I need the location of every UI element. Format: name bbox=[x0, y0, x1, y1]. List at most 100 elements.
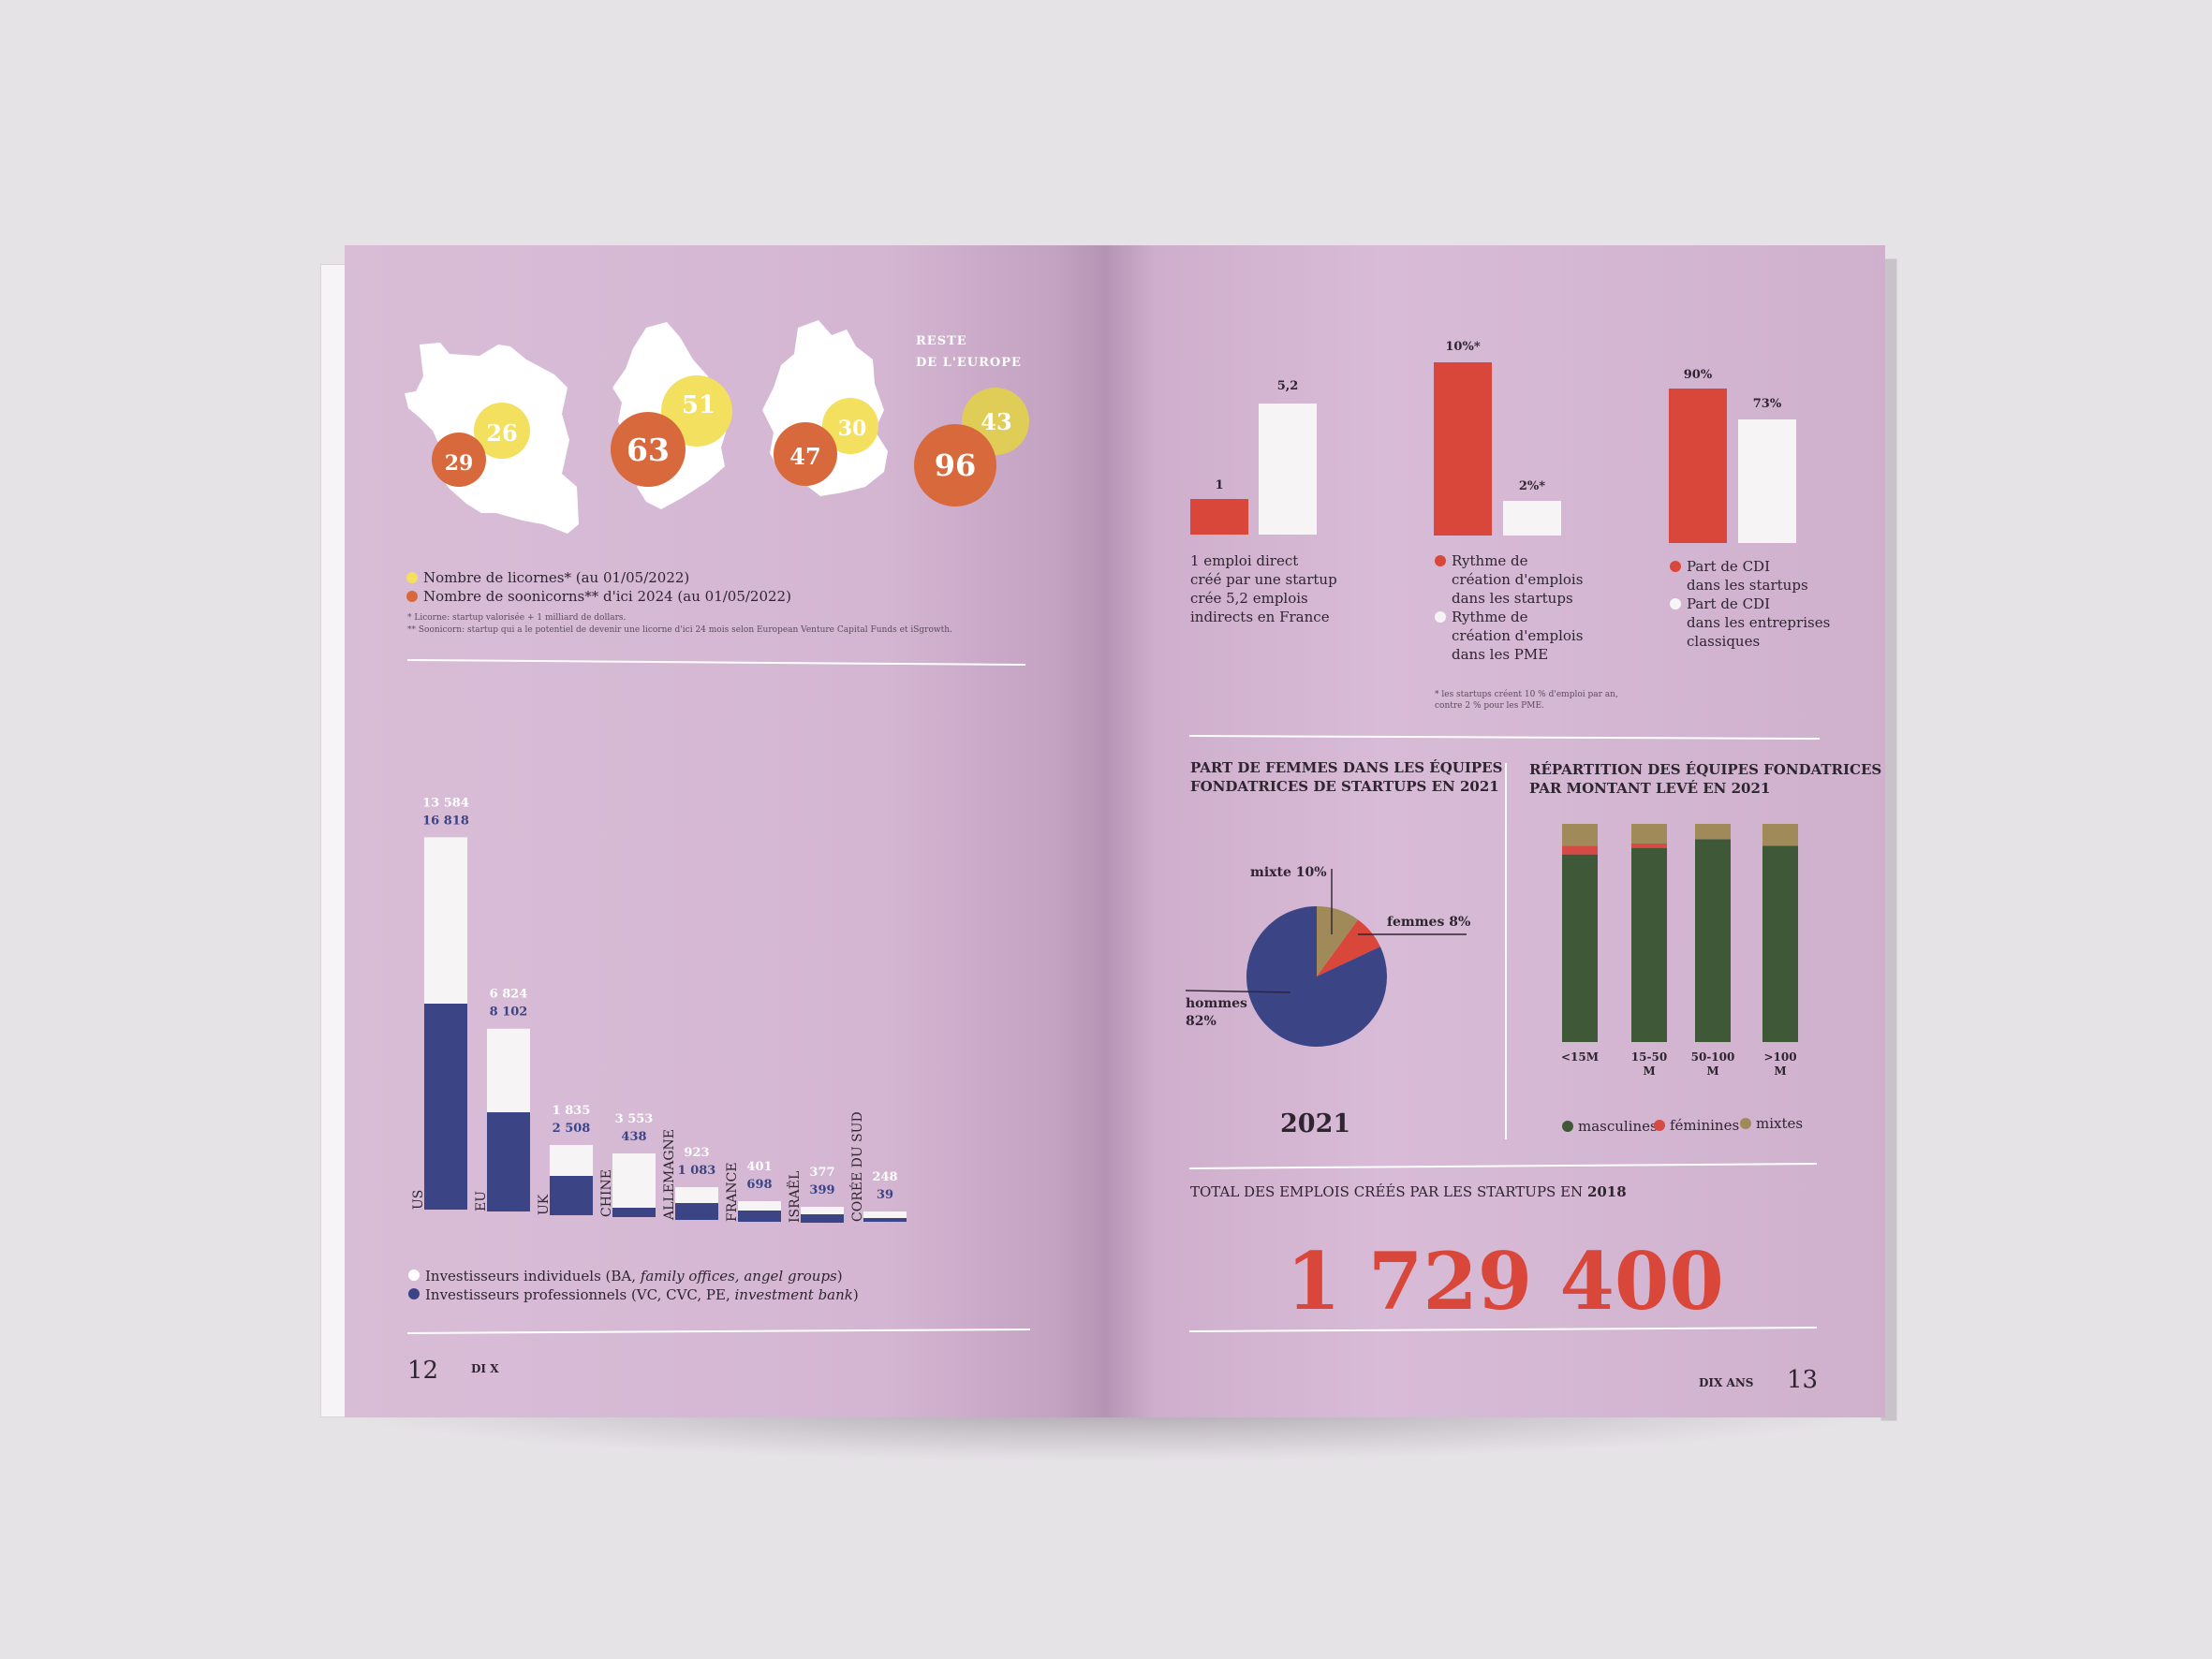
unicorn-bubble-germany bbox=[822, 398, 878, 454]
rhythm-bar-startups bbox=[1434, 362, 1492, 536]
value-label-professional-3: 438 bbox=[621, 1130, 646, 1144]
value-label-individual-3: 3 553 bbox=[615, 1112, 654, 1126]
divider-left-2 bbox=[406, 1329, 1031, 1334]
pie-slice-mixte bbox=[1317, 906, 1359, 976]
teams-bar-mixtes-2 bbox=[1695, 824, 1731, 840]
legend-professional-prefix: Investisseurs professionnels (VC, CVC, P… bbox=[425, 1286, 734, 1303]
category-label-6: ISRAËL bbox=[786, 1171, 803, 1223]
legend-professional-italic: investment bank bbox=[734, 1286, 852, 1303]
jobs-bar-direct bbox=[1190, 499, 1248, 535]
bar-individual-7 bbox=[863, 1211, 907, 1218]
legend-dot-unicorns bbox=[406, 572, 418, 583]
soonicorn-count-germany: 47 bbox=[789, 443, 820, 470]
teams-bar-mixtes-1 bbox=[1631, 824, 1667, 844]
women-pie-title-1: PART DE FEMMES DANS LES ÉQUIPES bbox=[1190, 759, 1502, 776]
unicorn-count-france: 26 bbox=[486, 419, 517, 447]
value-label-professional-1: 8 102 bbox=[490, 1006, 528, 1020]
rhythm-legend-white-line-1: Rythme de bbox=[1452, 609, 1528, 625]
teams-legend-dot-mix bbox=[1740, 1118, 1751, 1129]
map-bubbles: 26 29 51 63 30 47 43 96 bbox=[432, 375, 1029, 507]
teams-tick-line: M bbox=[1643, 1064, 1655, 1078]
category-label-1: EU bbox=[474, 1191, 489, 1211]
jobs-caption-line-4: indirects en France bbox=[1190, 609, 1330, 625]
cdi-legend-white: Part de CDI dans les entreprises classiq… bbox=[1687, 595, 1835, 650]
teams-bar-masculines-0 bbox=[1562, 854, 1598, 1042]
jobs-caption-line-2: créé par une startup bbox=[1190, 571, 1337, 588]
cdi-chart: 90% 73% Part de CDI dans les startups Pa… bbox=[1669, 368, 1835, 650]
cdi-legend-red-line-1: Part de CDI bbox=[1687, 558, 1770, 575]
bar-individual-3 bbox=[612, 1153, 656, 1208]
total-value: 1 729 400 bbox=[1286, 1235, 1724, 1328]
rhythm-legend-dot-red bbox=[1435, 555, 1446, 566]
pie-year: 2021 bbox=[1280, 1109, 1350, 1138]
legend-professional: Investisseurs professionnels (VC, CVC, P… bbox=[425, 1286, 859, 1303]
jobs-caption-line-3: crée 5,2 emplois bbox=[1190, 590, 1308, 607]
rhythm-legend-red: Rythme de création d'emplois dans les st… bbox=[1452, 552, 1587, 607]
teams-tick-line: <15M bbox=[1561, 1050, 1599, 1064]
category-label-2: UK bbox=[537, 1194, 552, 1215]
bubble-uk: 51 63 bbox=[611, 375, 732, 487]
rhythm-legend-dot-white bbox=[1435, 611, 1446, 623]
legend-individual-italic: family offices, angel groups bbox=[640, 1268, 837, 1285]
rhythm-value-startups: 10%* bbox=[1445, 340, 1480, 354]
divider-right-1 bbox=[1188, 735, 1821, 740]
teams-tick-line: >100 bbox=[1763, 1050, 1796, 1064]
cdi-legend-white-line-3: classiques bbox=[1687, 633, 1760, 650]
maps-section: RESTE DE L'EUROPE 26 29 51 63 30 47 bbox=[405, 320, 1029, 635]
soonicorn-bubble-uk bbox=[611, 412, 686, 487]
footnote-soonicorn: ** Soonicorn: startup qui a le potentiel… bbox=[407, 625, 952, 635]
total-label-prefix: TOTAL DES EMPLOIS CRÉÉS PAR LES STARTUPS… bbox=[1190, 1183, 1587, 1200]
category-label-3: CHINE bbox=[599, 1169, 614, 1217]
legend-soonicorns: Nombre de soonicorns** d'ici 2024 (au 01… bbox=[423, 588, 791, 605]
teams-bar-mixtes-0 bbox=[1562, 824, 1598, 846]
legend-professional-suffix: ) bbox=[853, 1286, 859, 1303]
bar-professional-3 bbox=[612, 1208, 656, 1217]
bar-professional-4 bbox=[675, 1203, 718, 1220]
rhythm-legend-red-line-3: dans les startups bbox=[1452, 590, 1573, 607]
jobs-caption-line-1: 1 emploi direct bbox=[1190, 552, 1298, 569]
brand-left: DI X bbox=[471, 1362, 499, 1375]
bar-individual-6 bbox=[801, 1207, 844, 1214]
teams-bar-féminines-1 bbox=[1631, 843, 1667, 848]
teams-bar-masculines-2 bbox=[1695, 839, 1731, 1042]
value-label-professional-5: 698 bbox=[746, 1178, 772, 1192]
bar-individual-0 bbox=[424, 837, 467, 1004]
page-number-right: 13 bbox=[1787, 1366, 1818, 1394]
bar-individual-1 bbox=[487, 1028, 530, 1113]
bar-professional-6 bbox=[801, 1214, 844, 1223]
value-label-individual-1: 6 824 bbox=[490, 988, 528, 1002]
rhythm-footnote-line-1: * les startups créent 10 % d'emploi par … bbox=[1435, 689, 1618, 699]
category-label-0: US bbox=[411, 1190, 426, 1210]
teams-title-1: RÉPARTITION DES ÉQUIPES FONDATRICES bbox=[1529, 761, 1881, 778]
value-label-professional-4: 1 083 bbox=[678, 1164, 716, 1178]
cdi-legend-white-line-2: dans les entreprises bbox=[1687, 614, 1830, 631]
bubble-rest: 43 96 bbox=[914, 388, 1029, 507]
total-label: TOTAL DES EMPLOIS CRÉÉS PAR LES STARTUPS… bbox=[1190, 1183, 1627, 1200]
teams-chart: <15M 15-50 M50-100 M>100 M bbox=[1561, 824, 1798, 1078]
rhythm-value-pme: 2%* bbox=[1519, 479, 1545, 493]
jobs-chart: 1 5,2 1 emploi direct créé par une start… bbox=[1190, 379, 1337, 625]
brand-right: DIX ANS bbox=[1699, 1376, 1753, 1389]
pie-label-hommes-1: hommes bbox=[1186, 996, 1247, 1011]
teams-bar-mixtes-3 bbox=[1762, 824, 1798, 846]
bubble-germany: 30 47 bbox=[774, 398, 878, 486]
cdi-legend-white-line-1: Part de CDI bbox=[1687, 595, 1770, 612]
cdi-bar-startups bbox=[1669, 389, 1727, 543]
rhythm-bar-pme bbox=[1503, 501, 1561, 536]
soonicorn-bubble-rest bbox=[914, 424, 996, 507]
value-label-professional-7: 39 bbox=[877, 1188, 893, 1202]
bar-professional-0 bbox=[424, 1004, 467, 1210]
teams-legend-fem: féminines bbox=[1670, 1117, 1739, 1134]
teams-tick-line: 50-100 bbox=[1691, 1050, 1735, 1064]
value-label-professional-2: 2 508 bbox=[553, 1122, 591, 1136]
cdi-value-startups: 90% bbox=[1684, 368, 1713, 382]
jobs-value-indirect: 5,2 bbox=[1277, 379, 1299, 393]
bar-individual-4 bbox=[675, 1187, 718, 1203]
women-pie-title-2: FONDATRICES DE STARTUPS EN 2021 bbox=[1190, 778, 1499, 795]
pie-label-hommes-2: 82% bbox=[1186, 1014, 1217, 1029]
rhythm-legend-red-line-2: création d'emplois bbox=[1452, 571, 1583, 588]
value-label-individual-0: 13 584 bbox=[422, 796, 469, 810]
divider-right-3 bbox=[1188, 1327, 1818, 1332]
cdi-legend-dot-white bbox=[1670, 598, 1681, 609]
